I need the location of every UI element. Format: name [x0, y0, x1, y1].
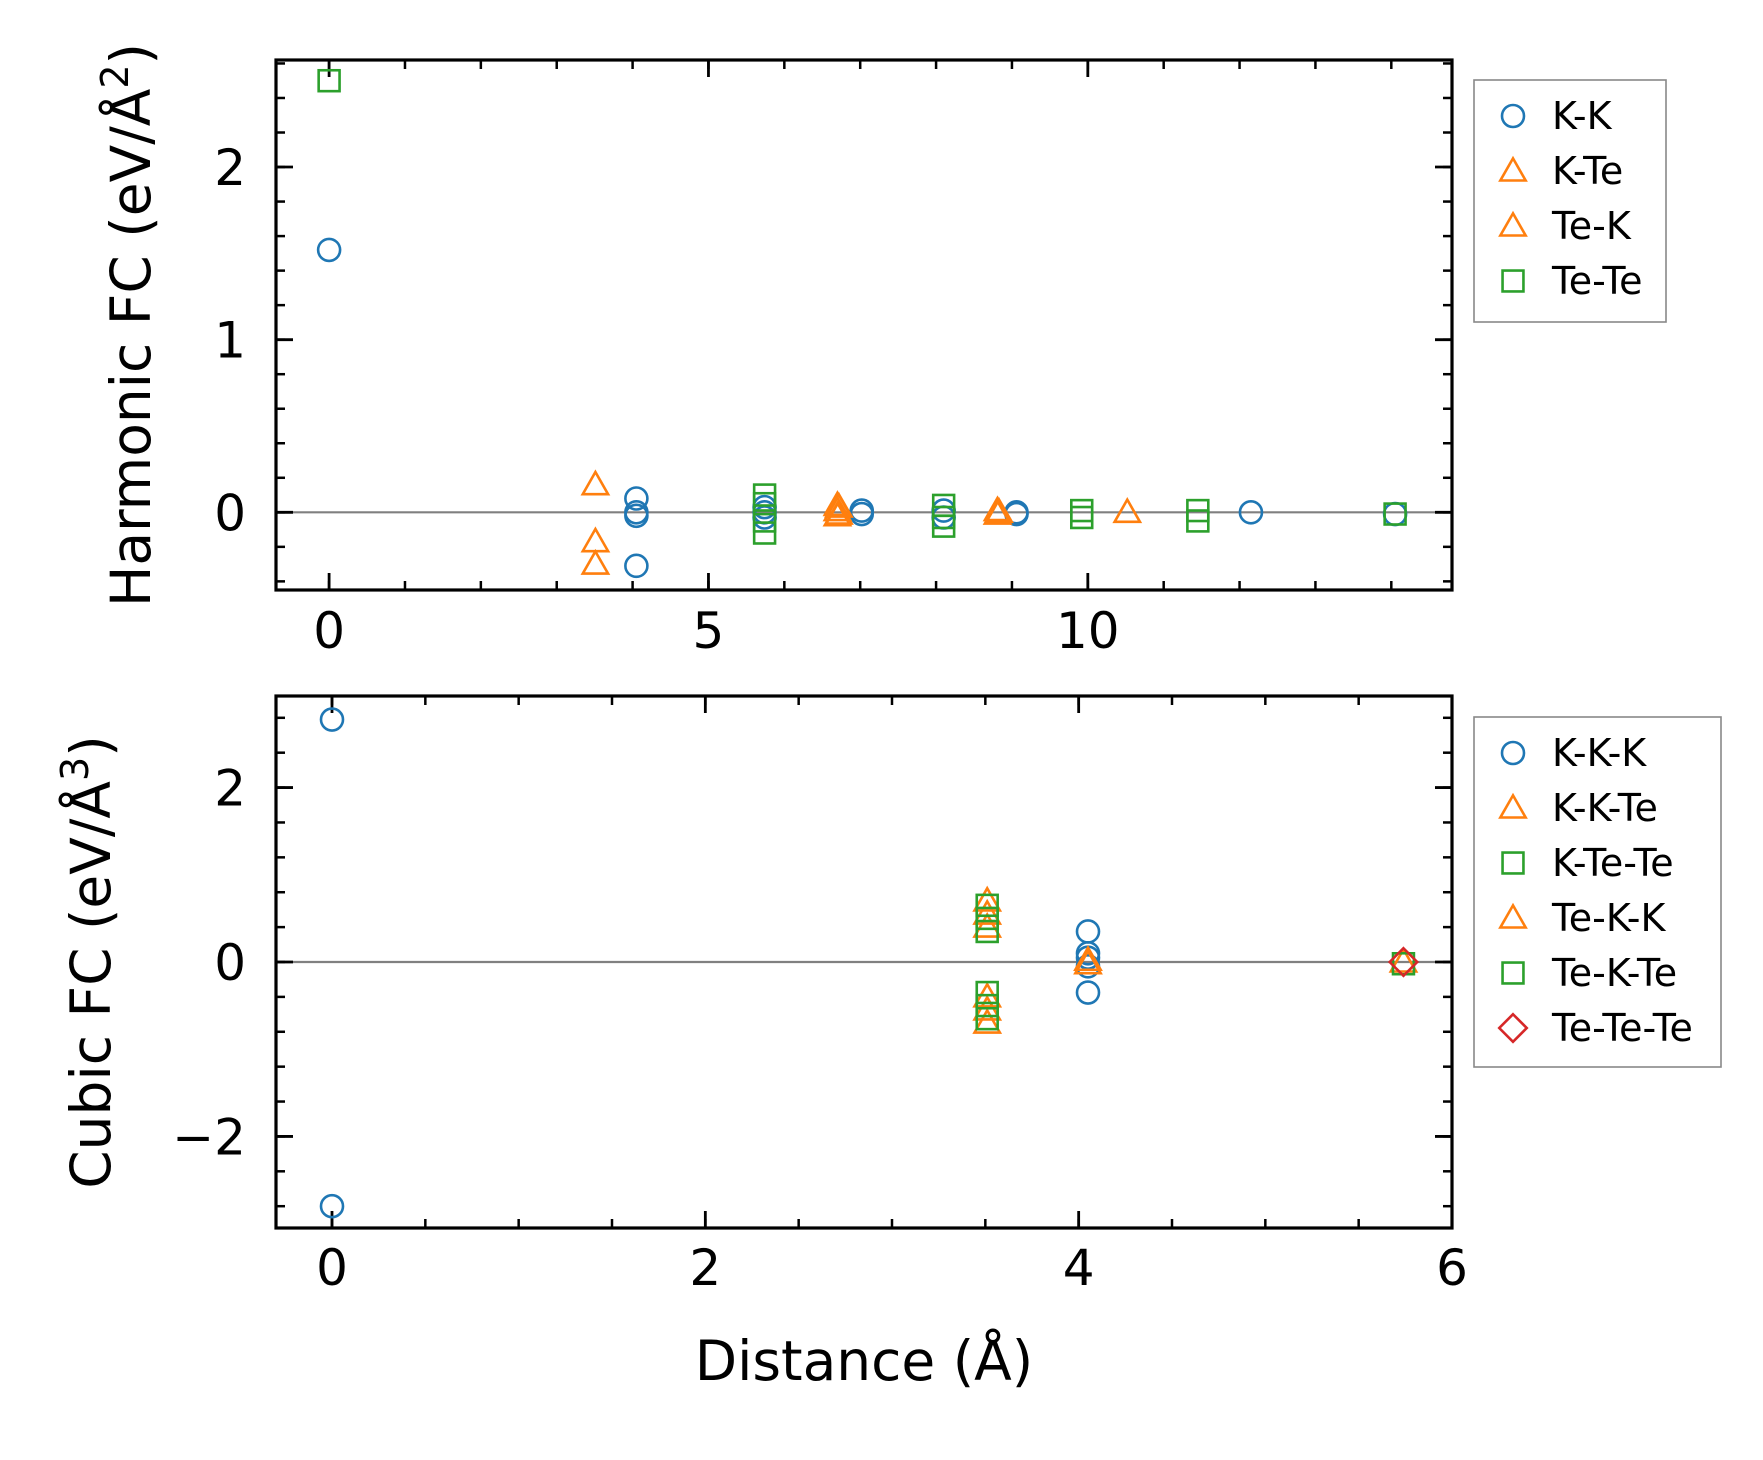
legend-marker-k-k-k	[1500, 740, 1526, 766]
x-tick-label: 2	[689, 1239, 721, 1297]
y-tick-label: 2	[214, 139, 246, 197]
data-point-te-te	[317, 68, 341, 93]
legend-label: Te-Te-Te	[1551, 1006, 1693, 1050]
legend-marker-k-k	[1500, 103, 1526, 129]
data-point-k-te-te	[975, 1006, 999, 1031]
y-axis-label: Cubic FC (eV/Å3)	[53, 735, 123, 1188]
data-point-te-te	[752, 521, 777, 545]
y-tick-label: −2	[172, 1108, 246, 1166]
y-tick-label: 2	[214, 760, 246, 818]
data-point-k-k-k	[1075, 919, 1101, 944]
data-point-te-te	[1069, 498, 1094, 523]
x-tick-label: 5	[693, 602, 725, 660]
legend-marker-k-k-te	[1498, 792, 1528, 819]
data-point-k-k	[624, 553, 649, 579]
data-point-k-te-te	[975, 906, 999, 931]
data-points	[316, 68, 1408, 579]
data-point-te-te	[1186, 509, 1210, 533]
legend-marker-te-te-te	[1497, 1012, 1529, 1044]
data-point-k-te	[580, 548, 611, 575]
data-point-k-k	[624, 486, 649, 511]
data-point-te-te	[1383, 502, 1407, 526]
data-point-te-te	[752, 491, 777, 516]
data-point-te-k-k	[1073, 948, 1103, 975]
data-point-k-te	[1112, 497, 1143, 524]
x-tick-label: 0	[316, 1239, 348, 1297]
data-point-k-k-te	[972, 1007, 1003, 1034]
legend-marker-te-k-k	[1498, 902, 1528, 929]
legend-marker-te-k-te	[1501, 961, 1525, 985]
data-point-k-te	[580, 526, 611, 553]
legend-label: K-Te-Te	[1552, 841, 1674, 885]
legend-frame	[1473, 79, 1667, 323]
data-point-te-te-te	[1387, 946, 1420, 978]
plot-frame	[274, 694, 1454, 1230]
legend-frame	[1473, 716, 1722, 1068]
legend-label: K-K-K	[1552, 731, 1647, 775]
y-axis-label: Harmonic FC (eV/Å2)	[93, 43, 163, 607]
legend-marker-k-te	[1498, 155, 1528, 182]
legend-label: K-Te	[1552, 149, 1623, 193]
data-point-te-k	[824, 498, 854, 525]
data-point-te-k	[824, 491, 854, 518]
data-point-k-k	[624, 503, 649, 529]
legend-marker-te-te	[1501, 269, 1525, 293]
harmonic-fc-panel: 0 5 10 0 1 2 Harmonic FC (eV/Å2) K-K K-Te Te-K Te-…	[93, 43, 1667, 660]
y-tick-label: 1	[214, 312, 246, 370]
data-point-k-k-te	[972, 898, 1003, 925]
legend-label: K-K-Te	[1552, 786, 1658, 830]
data-point-k-te	[580, 469, 611, 496]
legend-label: Te-K	[1551, 204, 1632, 248]
x-axis-label: Distance (Å)	[695, 1328, 1034, 1393]
x-tick-label: 0	[313, 602, 345, 660]
data-point-k-te-te	[975, 980, 999, 1005]
data-point-te-te	[931, 514, 956, 538]
legend: K-K-K K-K-Te K-Te-Te Te-K-K Te-K-Te Te-Te-Te	[1473, 716, 1722, 1068]
legend-marker-te-k	[1498, 210, 1528, 237]
data-point-te-k-k	[1388, 946, 1419, 973]
legend-label: K-K	[1552, 94, 1613, 138]
data-point-k-k-k	[319, 707, 345, 732]
x-tick-label: 10	[1056, 602, 1120, 660]
legend-label: Te-K-K	[1551, 896, 1666, 940]
legend-marker-k-te-te	[1501, 851, 1525, 875]
data-point-k-k	[316, 237, 342, 263]
y-tick-label: 0	[214, 934, 246, 992]
legend-label: Te-K-Te	[1551, 951, 1677, 995]
x-tick-label: 4	[1063, 1239, 1095, 1297]
legend: K-K K-Te Te-K Te-Te	[1473, 79, 1667, 323]
cubic-fc-panel: 0 2 4 6 −2 0 2 Cubic FC (eV/Å3) Distance (Å) K-K-…	[53, 694, 1722, 1393]
plot-frame	[274, 58, 1454, 592]
data-point-k-k-k	[1075, 980, 1101, 1005]
data-point-k-k-k	[319, 1193, 345, 1219]
data-point-k-te-te	[975, 919, 999, 944]
legend-label: Te-Te	[1551, 259, 1643, 303]
data-point-k-k-te	[972, 885, 1003, 912]
data-point-k-k	[1238, 500, 1264, 525]
data-point-k-k-te	[972, 911, 1003, 938]
y-tick-label: 0	[214, 484, 246, 542]
data-point-k-te-te	[975, 893, 999, 918]
x-tick-label: 6	[1436, 1239, 1468, 1297]
data-point-k-k	[1382, 501, 1408, 527]
data-point-k-k-te	[1073, 944, 1103, 972]
data-point-te-te	[1069, 505, 1094, 530]
data-point-k-te-te	[975, 993, 999, 1018]
data-points	[319, 707, 1420, 1219]
data-point-te-k	[984, 497, 1014, 524]
data-point-te-te	[752, 509, 777, 533]
